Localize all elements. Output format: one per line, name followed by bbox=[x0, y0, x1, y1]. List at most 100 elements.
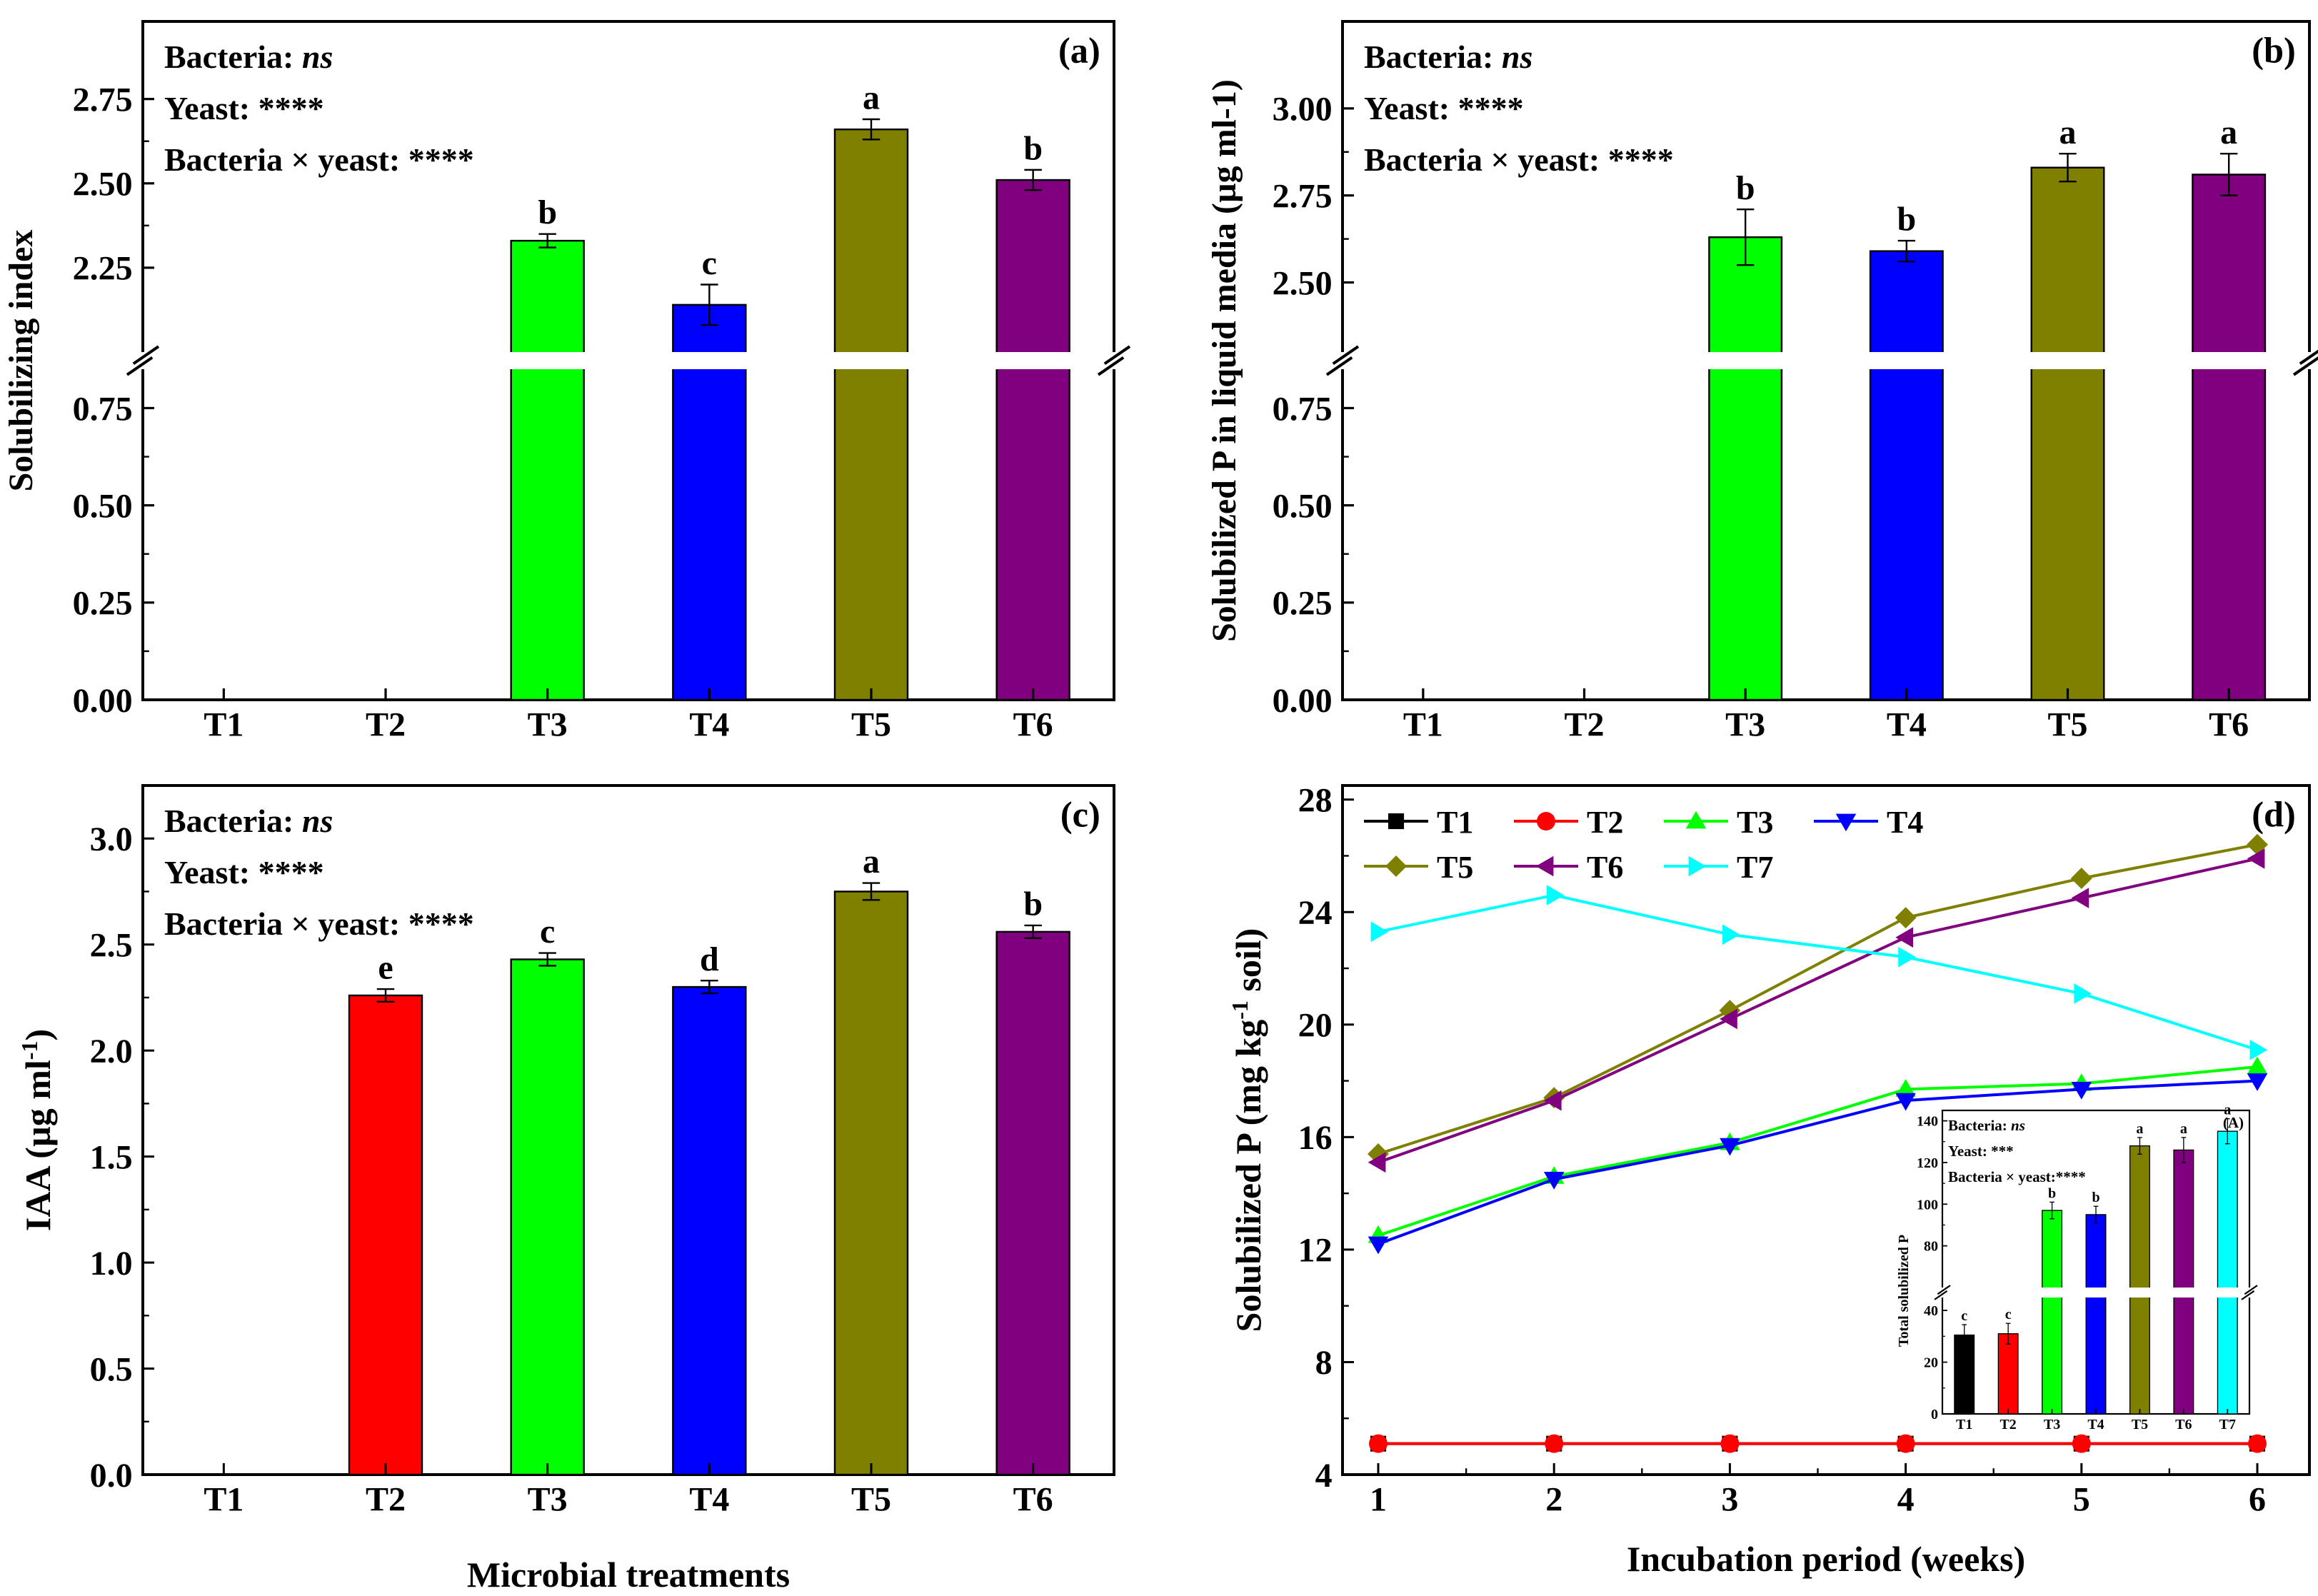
data-point-T7 bbox=[1546, 885, 1565, 905]
y-tick-label: 24 bbox=[1298, 894, 1333, 932]
inset-stats-line-2: Yeast: *** bbox=[1948, 1143, 2014, 1160]
axis-break-mark bbox=[1934, 1290, 1948, 1300]
stats-b-label: Yeast: **** bbox=[1364, 90, 1524, 126]
x-axis-title-bottom: Microbial treatments bbox=[467, 1555, 790, 1595]
x-tick-label: 3 bbox=[1721, 1480, 1738, 1518]
x-tick-label-T3: T3 bbox=[2044, 1417, 2060, 1432]
stats-a-label: Bacteria: bbox=[164, 39, 302, 75]
significance-letter-T5: a bbox=[863, 79, 880, 117]
data-point-T5 bbox=[2247, 833, 2268, 855]
y-tick-label: 120 bbox=[1917, 1155, 1938, 1171]
significance-letter-T7: a bbox=[2224, 1103, 2231, 1118]
plot-frame bbox=[1341, 784, 2311, 1476]
x-tick-label-T1: T1 bbox=[204, 706, 244, 743]
x-tick-label-T6: T6 bbox=[2209, 706, 2249, 743]
bar-T5 bbox=[833, 128, 909, 701]
axis-break-mark bbox=[1103, 345, 1131, 366]
series-line-T4 bbox=[1378, 1079, 2258, 1245]
stats-c-significance: ns bbox=[302, 803, 333, 839]
x-tick-label-T6: T6 bbox=[1013, 706, 1053, 743]
y-tick-label: 2.75 bbox=[73, 81, 133, 119]
significance-letter-T5: a bbox=[2059, 114, 2077, 151]
data-point-T2 bbox=[2072, 1434, 2091, 1453]
y-tick-label: 0.00 bbox=[1273, 682, 1333, 720]
data-point-T3 bbox=[2247, 1056, 2268, 1075]
stats-b-line-3: Bacteria × yeast: **** bbox=[1364, 141, 1674, 178]
x-tick-label-T5: T5 bbox=[851, 1480, 891, 1518]
legend-label-T6: T6 bbox=[1587, 850, 1623, 885]
data-point-T6 bbox=[2071, 888, 2089, 908]
x-tick-label-T6: T6 bbox=[2175, 1417, 2192, 1432]
axis-break-mark bbox=[2244, 1285, 2258, 1295]
y-tick-label: 28 bbox=[1298, 781, 1333, 819]
bar-T5 bbox=[2030, 166, 2105, 701]
y-tick-label: 3.0 bbox=[90, 820, 133, 858]
data-point-T7 bbox=[2249, 1039, 2268, 1060]
x-tick-label-T2: T2 bbox=[366, 1480, 406, 1518]
inset-stats-line-1: Bacteria: ns bbox=[1948, 1117, 2025, 1134]
bar-T3 bbox=[1708, 236, 1783, 701]
panel-c: T1 e T2 c T3 d T4 a T5 b T6 0.0 0.5 1.0 1.5 2.0 2.5 3.0 (c… bbox=[16, 784, 1115, 1518]
y-tick-label: 2.25 bbox=[73, 250, 133, 288]
legend-marker-T6 bbox=[1535, 855, 1554, 877]
stats-b-label: Bacteria × yeast: **** bbox=[1364, 141, 1674, 178]
panel-label: (a) bbox=[1058, 31, 1100, 71]
panel-a: T1 T2 b T3 c T4 a T5 b T6 0.00 0.25 0.50 0.75 2.25 2.50… bbox=[2, 20, 1131, 743]
data-point-T4 bbox=[1368, 1236, 1389, 1255]
axis-break-mark bbox=[2292, 356, 2318, 376]
data-point-T3 bbox=[1895, 1079, 1916, 1097]
y-tick-label: 1.0 bbox=[90, 1245, 133, 1283]
x-tick-label-T3: T3 bbox=[1725, 706, 1765, 743]
bar-T6 bbox=[995, 179, 1070, 701]
data-point-T7 bbox=[1370, 921, 1389, 943]
bar-T5 bbox=[833, 890, 909, 1476]
x-tick-label-T2: T2 bbox=[2000, 1417, 2016, 1432]
x-tick-label-T1: T1 bbox=[1956, 1417, 1972, 1432]
y-tick-label: 1.5 bbox=[90, 1138, 133, 1176]
inset-stats-label: Bacteria × yeast:**** bbox=[1948, 1168, 2086, 1185]
data-point-T4 bbox=[2071, 1081, 2092, 1100]
series-line-T3 bbox=[1378, 1065, 2258, 1238]
y-tick-label: 0.5 bbox=[90, 1350, 133, 1388]
stats-a-significance: ns bbox=[302, 39, 333, 75]
bar-T7 bbox=[2217, 1130, 2238, 1415]
axis-break-mark bbox=[2299, 349, 2318, 366]
y-tick-label: 0 bbox=[1931, 1407, 1938, 1422]
y-tick-label: 0.75 bbox=[1273, 390, 1333, 428]
stats-c-label: Yeast: **** bbox=[164, 854, 324, 890]
data-point-T2 bbox=[1545, 1434, 1564, 1453]
y-tick-label: 8 bbox=[1315, 1344, 1333, 1382]
data-point-T7 bbox=[1722, 924, 1740, 945]
x-tick-label: 1 bbox=[1370, 1480, 1387, 1518]
legend-marker-T5 bbox=[1385, 855, 1407, 877]
y-tick-label: 0.25 bbox=[1273, 585, 1333, 623]
y-tick-label: 80 bbox=[1924, 1239, 1938, 1255]
stats-a-line-1: Bacteria: ns bbox=[164, 39, 333, 75]
panel-label: (d) bbox=[2252, 795, 2296, 835]
bar-T6 bbox=[2173, 1149, 2194, 1415]
significance-letter-T3: b bbox=[1736, 169, 1755, 207]
y-tick-label: 40 bbox=[1924, 1303, 1938, 1319]
data-point-T5 bbox=[1895, 907, 1917, 929]
stats-b-line-1: Bacteria: ns bbox=[1364, 39, 1532, 75]
axis-break-mark bbox=[1097, 356, 1125, 376]
x-tick-label-T7: T7 bbox=[2219, 1417, 2236, 1432]
y-tick-label: 3.00 bbox=[1273, 91, 1333, 129]
data-point-T4 bbox=[1720, 1138, 1740, 1156]
x-tick-label-T2: T2 bbox=[366, 706, 406, 743]
data-point-T6 bbox=[1368, 1152, 1386, 1173]
y-axis-title: IAA (µg ml-1) bbox=[16, 1029, 58, 1231]
axis-break-mark bbox=[1937, 1285, 1951, 1295]
significance-letter-T2: c bbox=[2005, 1307, 2012, 1323]
y-tick-label: 20 bbox=[1298, 1007, 1333, 1045]
y-tick-label: 4 bbox=[1315, 1457, 1333, 1495]
data-point-T6 bbox=[1720, 1008, 1737, 1030]
significance-letter-T1: c bbox=[1961, 1308, 1967, 1324]
significance-letter-T6: a bbox=[2180, 1121, 2187, 1137]
panel-label: (A) bbox=[2223, 1114, 2244, 1131]
x-tick-label: 5 bbox=[2073, 1480, 2090, 1518]
axis-break-mark bbox=[1332, 345, 1360, 366]
inset-stats-label: Yeast: *** bbox=[1948, 1143, 2014, 1160]
y-tick-label: 0.50 bbox=[1273, 487, 1333, 525]
